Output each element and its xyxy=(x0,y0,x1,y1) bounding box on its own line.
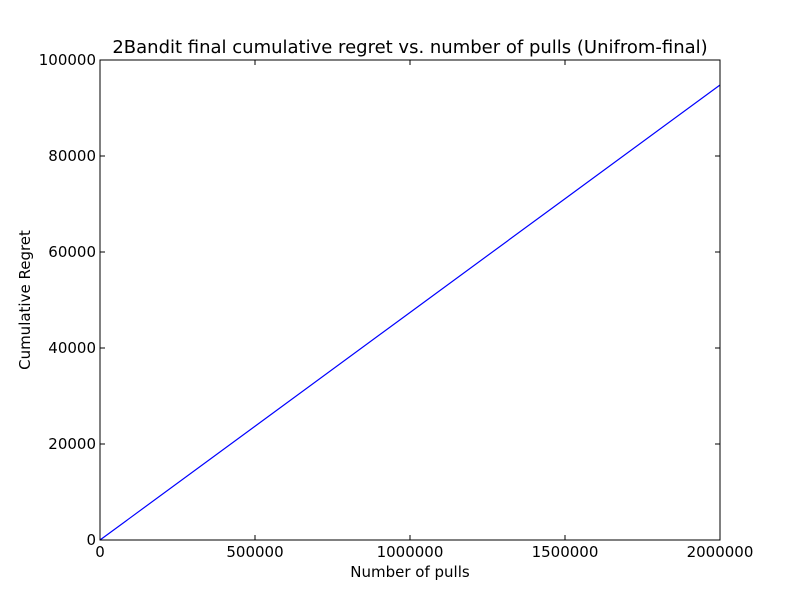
y-tick-label: 100000 xyxy=(39,51,96,69)
ticks-layer: 0 500000 1000000 1500000 2000000 0 20000 40000 6… xyxy=(39,51,754,561)
y-tick-label: 40000 xyxy=(48,339,96,357)
x-tick-label: 1000000 xyxy=(377,543,444,561)
y-tick-label: 20000 xyxy=(48,435,96,453)
y-tick-label: 60000 xyxy=(48,243,96,261)
chart-title: 2Bandit final cumulative regret vs. numb… xyxy=(112,37,707,58)
plot-area xyxy=(100,60,720,540)
x-axis-label: Number of pulls xyxy=(350,563,470,581)
series-layer xyxy=(99,84,721,541)
y-axis-label: Cumulative Regret xyxy=(16,230,34,370)
y-tick-label: 80000 xyxy=(48,147,96,165)
plot-frame xyxy=(99,59,721,541)
x-tick-label: 1500000 xyxy=(532,543,599,561)
x-tick-label: 0 xyxy=(95,543,105,561)
y-tick-label: 0 xyxy=(86,531,96,549)
series-line xyxy=(99,84,721,541)
x-tick-label: 2000000 xyxy=(687,543,754,561)
x-tick-label: 500000 xyxy=(226,543,283,561)
